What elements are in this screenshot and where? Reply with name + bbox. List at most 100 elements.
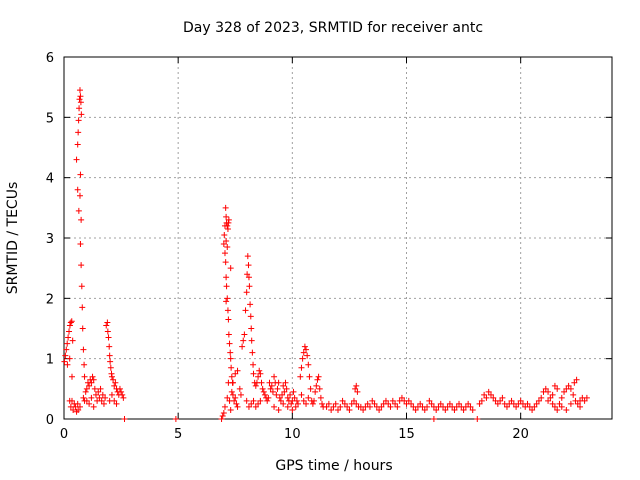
data-point <box>353 400 360 407</box>
data-point <box>577 403 584 410</box>
data-point <box>68 318 75 325</box>
data-point <box>392 400 399 407</box>
data-point <box>487 391 494 398</box>
data-point <box>110 376 117 383</box>
data-point <box>245 403 252 410</box>
data-point <box>102 394 109 401</box>
data-point <box>247 313 254 320</box>
data-point <box>352 385 359 392</box>
data-point <box>346 406 353 413</box>
y-tick-label: 6 <box>46 51 54 66</box>
data-point <box>222 259 229 266</box>
data-point <box>244 271 251 278</box>
y-tick-label: 1 <box>46 353 54 368</box>
data-point <box>298 364 305 371</box>
data-point <box>442 406 449 413</box>
data-point <box>66 322 73 329</box>
data-point <box>303 346 310 353</box>
data-point <box>91 385 98 392</box>
data-point <box>524 400 531 407</box>
data-point <box>240 337 247 344</box>
data-point <box>79 304 86 311</box>
chart-title: Day 328 of 2023, SRMTID for receiver ant… <box>183 20 483 36</box>
y-tick-label: 2 <box>46 292 54 307</box>
data-point <box>460 406 467 413</box>
data-point <box>81 373 88 380</box>
data-point <box>533 400 540 407</box>
data-point <box>571 379 578 386</box>
data-point <box>78 283 85 290</box>
data-point <box>76 105 83 112</box>
data-point <box>567 385 574 392</box>
data-point <box>558 403 565 410</box>
data-point <box>304 352 311 359</box>
data-point <box>366 403 373 410</box>
data-point <box>424 403 431 410</box>
data-point <box>218 416 225 422</box>
data-point <box>76 403 83 410</box>
data-point <box>67 319 74 326</box>
data-point <box>261 391 268 398</box>
data-point <box>583 394 590 401</box>
data-point <box>69 337 76 344</box>
data-point <box>88 379 95 386</box>
data-point <box>405 397 412 404</box>
data-point <box>307 385 314 392</box>
data-point <box>234 367 241 374</box>
data-point <box>376 406 383 413</box>
data-point <box>76 87 83 94</box>
data-point <box>232 370 239 377</box>
data-point <box>95 388 102 395</box>
data-point <box>549 391 556 398</box>
data-point <box>250 397 257 404</box>
data-point <box>224 394 231 401</box>
data-point <box>64 361 71 368</box>
data-point <box>382 397 389 404</box>
data-point <box>353 382 360 389</box>
data-point <box>314 376 321 383</box>
data-point <box>249 349 256 356</box>
data-point <box>246 283 253 290</box>
data-point <box>77 93 84 100</box>
data-point <box>74 400 81 407</box>
data-point <box>257 370 264 377</box>
data-point <box>290 388 297 395</box>
data-point <box>437 400 444 407</box>
data-point <box>106 343 113 350</box>
data-point <box>280 382 287 389</box>
data-point <box>556 400 563 407</box>
data-point <box>316 385 323 392</box>
data-point <box>267 385 274 392</box>
data-point <box>478 397 485 404</box>
data-point <box>260 388 267 395</box>
data-point <box>258 379 265 386</box>
data-point <box>223 238 230 245</box>
data-point <box>66 328 73 335</box>
data-point <box>291 394 298 401</box>
data-point <box>224 222 231 229</box>
data-point <box>369 397 376 404</box>
data-point <box>328 406 335 413</box>
data-point <box>227 265 234 272</box>
data-point <box>354 388 361 395</box>
data-point <box>243 397 250 404</box>
data-point <box>119 391 126 398</box>
data-point <box>330 403 337 410</box>
data-point <box>451 406 458 413</box>
data-point <box>241 331 248 338</box>
data-point <box>120 394 127 401</box>
data-point <box>77 241 84 248</box>
data-point <box>499 394 506 401</box>
data-point <box>108 373 115 380</box>
data-point <box>81 361 88 368</box>
data-point <box>73 156 80 163</box>
data-point <box>295 400 302 407</box>
data-point <box>82 388 89 395</box>
data-point <box>412 406 419 413</box>
data-point <box>74 141 81 148</box>
data-point <box>335 406 341 413</box>
data-point <box>531 403 538 410</box>
data-point <box>417 400 424 407</box>
data-point <box>303 400 310 407</box>
